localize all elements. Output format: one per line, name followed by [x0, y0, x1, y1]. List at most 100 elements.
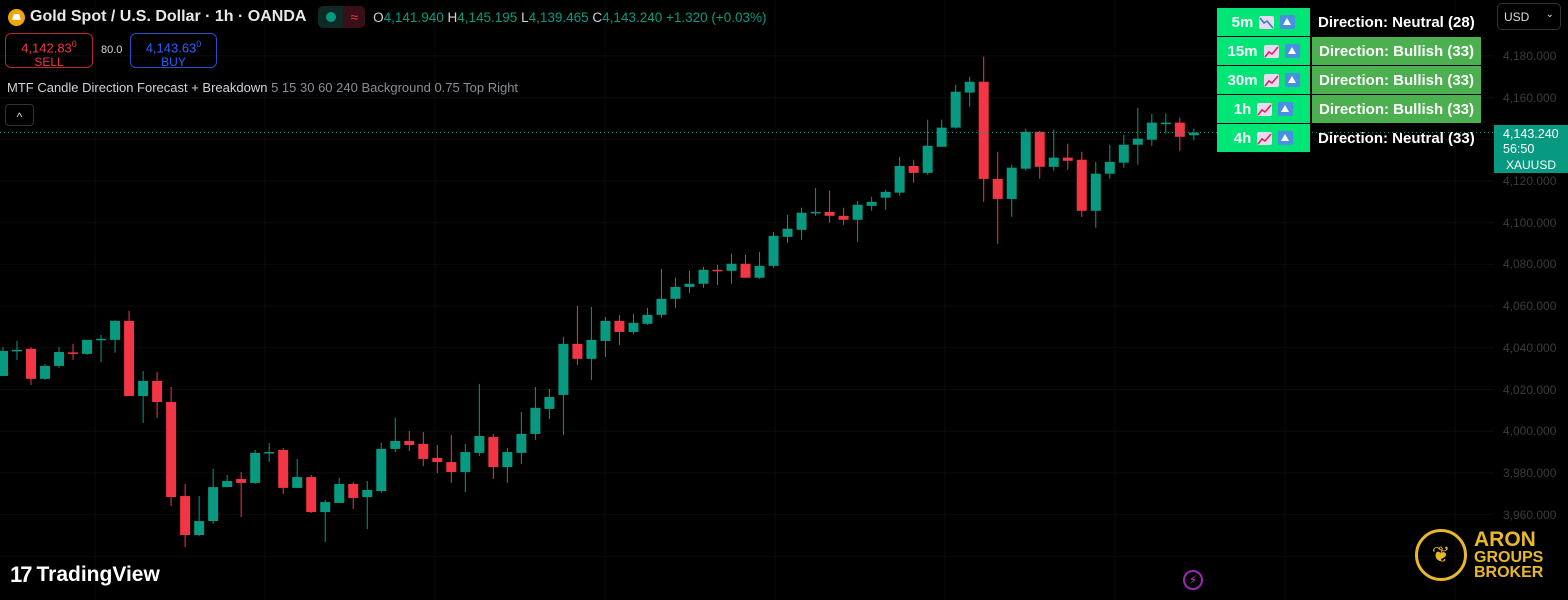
- timeframe-cell: 30m: [1217, 66, 1310, 94]
- candle-body: [124, 320, 135, 396]
- lightning-icon[interactable]: ⚡: [1183, 570, 1203, 590]
- candle-body: [166, 402, 177, 498]
- candle-body: [292, 477, 303, 488]
- buy-label: BUY: [161, 55, 186, 70]
- forecast-row: 5m Direction: Neutral (28): [1217, 8, 1481, 36]
- candle-body: [82, 339, 93, 354]
- candle-body: [572, 343, 583, 359]
- high-value: 4,145.195: [457, 9, 518, 25]
- candle-body: [208, 487, 219, 522]
- sell-price: 4,142.83: [21, 40, 72, 56]
- market-open-dot-icon: [326, 12, 337, 22]
- chart-increasing-icon: [1263, 44, 1279, 58]
- candle-body: [586, 339, 597, 359]
- candle-body: [992, 178, 1003, 199]
- low-label: L: [521, 9, 529, 25]
- candle-body: [264, 452, 275, 454]
- candle-body: [922, 145, 933, 173]
- timeframe-label: 1h: [1233, 100, 1252, 118]
- tradingview-wordmark: TradingView: [36, 563, 160, 586]
- chart-increasing-icon: [1257, 131, 1273, 145]
- price-axis-label: 4,160.000: [1503, 90, 1557, 105]
- buy-price: 4,143.63: [145, 40, 197, 56]
- currency-value: USD: [1504, 10, 1530, 24]
- up-arrow-icon: [1284, 44, 1300, 58]
- candle-body: [1104, 161, 1115, 174]
- market-status-pill[interactable]: ≈: [318, 6, 366, 28]
- timeframe-cell: 4h: [1217, 124, 1310, 152]
- chart-header: Gold Spot / U.S. Dollar · 1h · OANDA ≈ O…: [8, 6, 767, 28]
- candle-body: [488, 437, 499, 468]
- candle-body: [908, 165, 919, 173]
- candle-body: [768, 235, 779, 266]
- price-axis-label: 4,060.000: [1503, 299, 1557, 314]
- candle-body: [880, 191, 891, 198]
- candle-body: [376, 448, 387, 492]
- chevron-down-icon: ⌄: [1545, 9, 1554, 20]
- candle-body: [362, 489, 373, 498]
- candle-body: [1132, 138, 1143, 145]
- direction-cell: Direction: Neutral (28): [1318, 13, 1475, 31]
- tradingview-logo[interactable]: 17 TradingView: [10, 562, 160, 588]
- chart-decreasing-icon: [1259, 15, 1275, 29]
- candle-body: [656, 298, 667, 315]
- currency-select[interactable]: USD ⌄: [1497, 3, 1561, 30]
- timeframe-cell: 1h: [1217, 95, 1310, 123]
- candle-body: [152, 380, 163, 403]
- collapse-legend-button[interactable]: ^: [5, 104, 34, 126]
- candle-body: [180, 496, 191, 536]
- chart-increasing-icon: [1263, 73, 1279, 87]
- price-axis-label: 4,180.000: [1503, 48, 1557, 63]
- candle-body: [754, 265, 765, 278]
- candle-body: [334, 483, 345, 503]
- candle-body: [54, 351, 65, 366]
- timeframe-cell: 5m: [1217, 8, 1310, 36]
- logo-text-2: GROUPS: [1474, 549, 1544, 566]
- timeframe-cell: 15m: [1217, 37, 1310, 65]
- close-label: C: [592, 9, 603, 25]
- candle-body: [726, 263, 737, 271]
- candle-body: [460, 452, 471, 473]
- candle-body: [432, 457, 443, 463]
- forecast-row: 4h Direction: Neutral (33): [1217, 124, 1481, 152]
- candle-body: [796, 212, 807, 230]
- sell-price-sup: 0: [71, 39, 77, 49]
- candle-body: [712, 269, 723, 272]
- candle-body: [852, 204, 863, 220]
- candle-body: [1048, 157, 1059, 167]
- candle-body: [404, 440, 415, 445]
- direction-cell: Direction: Bullish (33): [1312, 95, 1481, 123]
- candle-body: [0, 350, 8, 376]
- candle-body: [600, 320, 611, 341]
- candle-body: [950, 91, 961, 128]
- symbol-title[interactable]: Gold Spot / U.S. Dollar · 1h · OANDA: [30, 8, 307, 25]
- price-axis-label: 3,980.000: [1503, 465, 1557, 480]
- candle-body: [236, 478, 247, 483]
- candle-body: [502, 452, 513, 468]
- close-value: 4,143.240: [602, 9, 663, 25]
- sell-button[interactable]: 4,142.830 SELL: [5, 33, 93, 69]
- logo-text-1: ARON: [1474, 528, 1536, 551]
- candle-body: [866, 201, 877, 206]
- open-value: 4,141.940: [383, 9, 444, 25]
- buy-button[interactable]: 4,143.630 BUY: [130, 33, 217, 70]
- price-axis-label: 4,020.000: [1503, 382, 1557, 397]
- candle-body: [642, 314, 653, 324]
- timeframe-label: 15m: [1227, 42, 1258, 60]
- indicator-legend[interactable]: MTF Candle Direction Forecast + Breakdow…: [7, 80, 518, 95]
- candle-body: [68, 352, 79, 354]
- candle-body: [1034, 131, 1045, 167]
- candle-body: [306, 477, 317, 513]
- candle-body: [1020, 131, 1031, 169]
- candle-body: [222, 481, 233, 488]
- candle-body: [684, 283, 695, 287]
- candle-body: [278, 449, 289, 488]
- candle-body: [530, 407, 541, 434]
- candle-body: [1076, 159, 1087, 211]
- candle-body: [782, 228, 793, 237]
- last-price: 4,143.240: [1503, 127, 1559, 141]
- up-arrow-icon: [1284, 73, 1300, 87]
- candle-body: [698, 269, 709, 284]
- gold-bars-icon: [8, 8, 25, 26]
